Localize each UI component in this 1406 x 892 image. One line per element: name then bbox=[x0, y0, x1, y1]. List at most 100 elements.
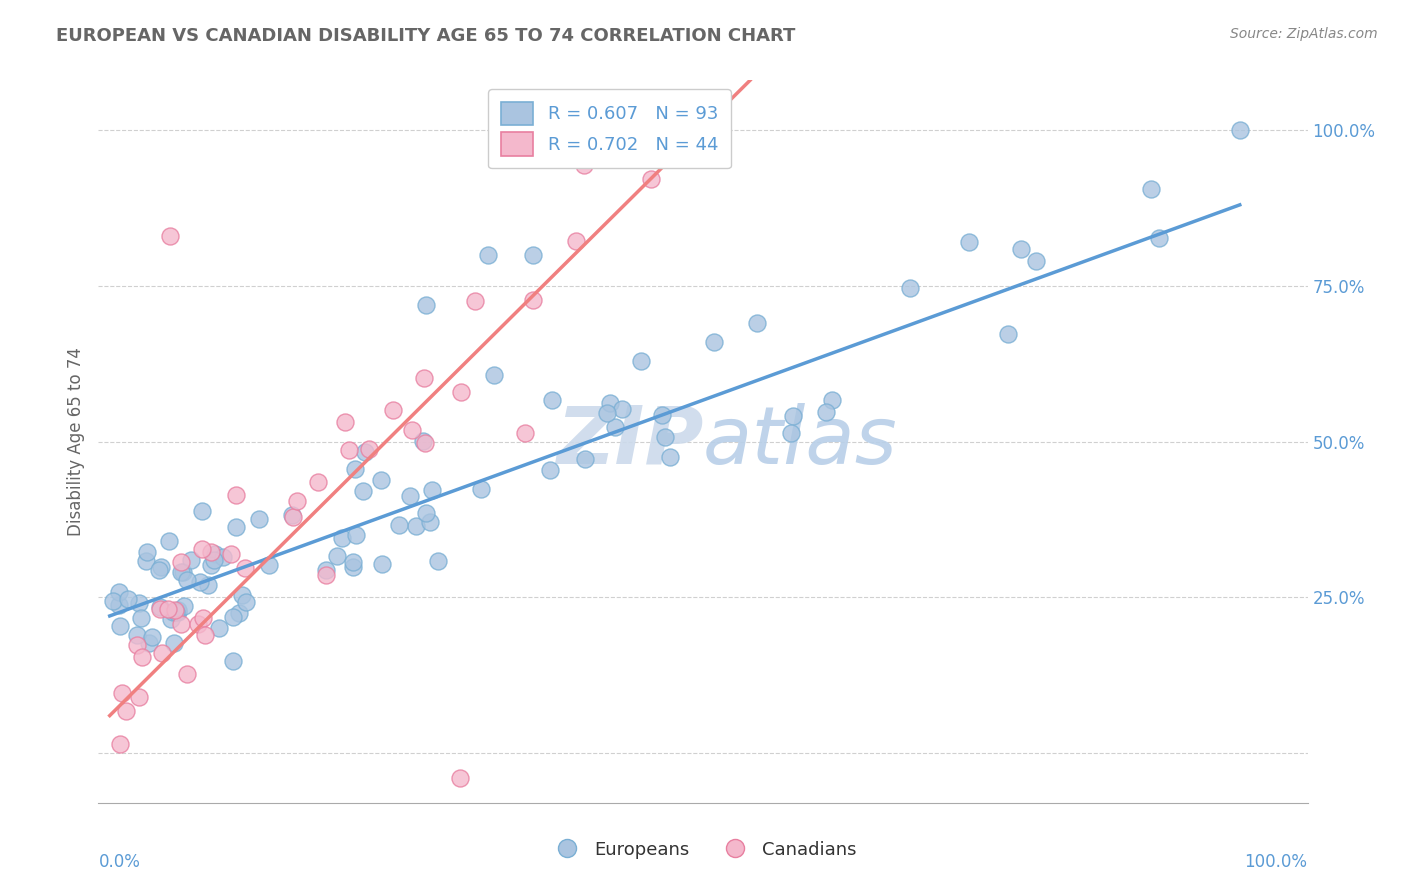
Point bbox=[172, 566, 194, 580]
Point bbox=[108, 598, 131, 612]
Point bbox=[150, 646, 173, 660]
Point bbox=[148, 563, 170, 577]
Point bbox=[413, 370, 436, 384]
Point bbox=[222, 654, 245, 668]
Point bbox=[605, 420, 627, 434]
Point bbox=[342, 560, 364, 574]
Point bbox=[107, 584, 129, 599]
Point bbox=[200, 558, 222, 572]
Point bbox=[315, 563, 337, 577]
Point bbox=[212, 549, 235, 564]
Text: Source: ZipAtlas.com: Source: ZipAtlas.com bbox=[1230, 27, 1378, 41]
Point bbox=[342, 555, 364, 569]
Point bbox=[814, 405, 837, 419]
Point bbox=[388, 518, 411, 533]
Point bbox=[170, 555, 193, 569]
Point bbox=[449, 771, 471, 785]
Point bbox=[127, 628, 149, 642]
Point bbox=[235, 595, 257, 609]
Point bbox=[957, 235, 980, 250]
Point bbox=[574, 452, 596, 467]
Point bbox=[191, 541, 214, 556]
Point bbox=[344, 528, 367, 542]
Point bbox=[352, 484, 374, 499]
Point bbox=[170, 565, 193, 579]
Point bbox=[382, 403, 405, 417]
Point bbox=[202, 553, 225, 567]
Point bbox=[415, 297, 437, 311]
Point bbox=[204, 547, 226, 561]
Point bbox=[200, 545, 222, 559]
Point bbox=[219, 547, 242, 561]
Point bbox=[170, 616, 193, 631]
Point bbox=[162, 605, 184, 619]
Point bbox=[405, 518, 427, 533]
Point bbox=[136, 544, 159, 558]
Point bbox=[150, 560, 173, 574]
Point bbox=[194, 628, 217, 642]
Text: ZIP: ZIP bbox=[555, 402, 703, 481]
Point bbox=[108, 737, 131, 751]
Point bbox=[370, 473, 392, 487]
Point bbox=[522, 293, 544, 307]
Point bbox=[326, 549, 349, 564]
Point bbox=[337, 442, 360, 457]
Point bbox=[163, 636, 186, 650]
Text: EUROPEAN VS CANADIAN DISABILITY AGE 65 TO 74 CORRELATION CHART: EUROPEAN VS CANADIAN DISABILITY AGE 65 T… bbox=[56, 27, 796, 45]
Point bbox=[522, 248, 544, 262]
Point bbox=[599, 396, 621, 410]
Point bbox=[197, 577, 219, 591]
Point bbox=[128, 596, 150, 610]
Point bbox=[159, 229, 181, 244]
Point bbox=[654, 430, 676, 444]
Point bbox=[779, 425, 801, 440]
Point bbox=[110, 686, 132, 700]
Point bbox=[231, 588, 253, 602]
Point bbox=[353, 445, 375, 459]
Point bbox=[470, 482, 492, 496]
Point bbox=[1025, 253, 1047, 268]
Point bbox=[128, 690, 150, 705]
Point bbox=[180, 553, 202, 567]
Point bbox=[412, 434, 434, 449]
Point bbox=[225, 488, 247, 502]
Point bbox=[1011, 242, 1033, 256]
Point bbox=[176, 666, 198, 681]
Text: 100.0%: 100.0% bbox=[1244, 854, 1308, 871]
Point bbox=[482, 368, 505, 382]
Point bbox=[640, 172, 662, 186]
Point bbox=[651, 408, 673, 422]
Legend: Europeans, Canadians: Europeans, Canadians bbox=[543, 834, 863, 866]
Point bbox=[564, 234, 586, 248]
Point bbox=[187, 617, 209, 632]
Point bbox=[228, 606, 250, 620]
Point bbox=[247, 512, 270, 526]
Point bbox=[335, 415, 357, 429]
Point bbox=[233, 561, 256, 575]
Point bbox=[572, 158, 595, 172]
Point bbox=[596, 407, 619, 421]
Point bbox=[259, 558, 281, 573]
Point bbox=[141, 630, 163, 644]
Point bbox=[315, 568, 337, 582]
Point bbox=[281, 508, 304, 522]
Point bbox=[745, 316, 768, 330]
Point bbox=[1229, 123, 1251, 137]
Point bbox=[513, 425, 536, 440]
Point bbox=[281, 510, 304, 524]
Point bbox=[285, 494, 308, 508]
Point bbox=[464, 293, 486, 308]
Point bbox=[173, 599, 195, 614]
Point bbox=[426, 554, 449, 568]
Point bbox=[661, 148, 683, 162]
Point bbox=[610, 401, 633, 416]
Point bbox=[420, 483, 443, 497]
Point bbox=[419, 516, 441, 530]
Point bbox=[415, 506, 437, 520]
Point bbox=[125, 639, 148, 653]
Point bbox=[540, 393, 562, 408]
Point bbox=[307, 475, 329, 489]
Point bbox=[131, 649, 153, 664]
Point bbox=[208, 621, 231, 635]
Point bbox=[1139, 182, 1161, 196]
